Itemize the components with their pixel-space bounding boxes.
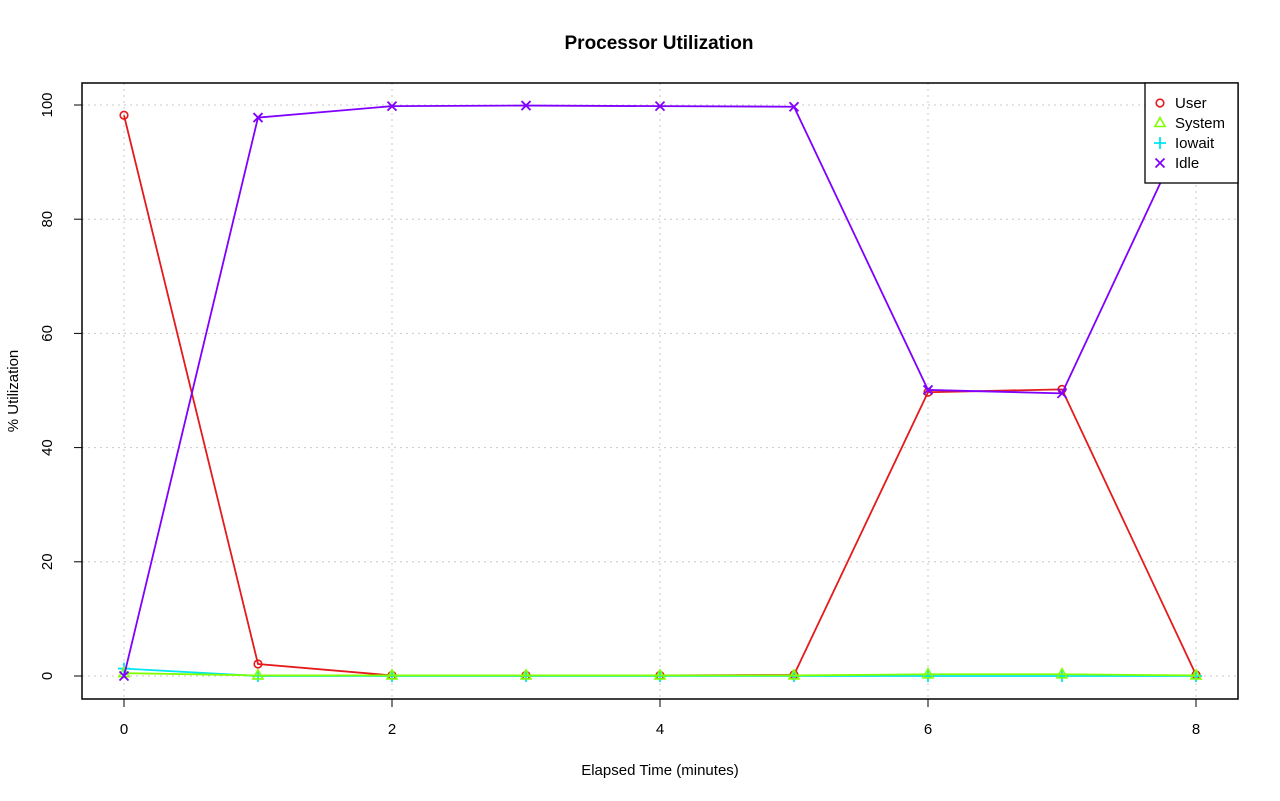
y-tick-label: 100: [39, 92, 56, 117]
system-point: [921, 667, 935, 679]
legend-triangle-icon: [1153, 115, 1167, 128]
legend-entry-iowait: Iowait: [1154, 135, 1215, 152]
series-layer: [117, 100, 1203, 682]
y-tick-label: 20: [39, 553, 56, 570]
idle-point: [520, 100, 532, 111]
idle-point: [1056, 388, 1068, 399]
y-tick-label: 40: [39, 439, 56, 456]
legend-label: System: [1175, 115, 1225, 132]
legend-circle-icon: [1155, 98, 1165, 108]
legend-label: User: [1175, 95, 1207, 112]
grid: [82, 83, 1238, 699]
legend-entry-system: System: [1153, 115, 1225, 132]
y-axis-label: % Utilization: [5, 350, 22, 433]
system-point: [519, 668, 533, 680]
x-axis: 0 2 4 6 8: [120, 698, 1200, 738]
user-point: [119, 110, 129, 120]
x-tick-label: 2: [388, 721, 396, 738]
idle-point: [788, 101, 800, 112]
system-point: [385, 668, 399, 680]
idle-point: [118, 670, 130, 682]
x-tick-label: 6: [924, 721, 932, 738]
x-tick-label: 4: [656, 721, 664, 738]
idle-point: [654, 101, 666, 112]
legend-plus-icon: [1154, 137, 1166, 149]
idle-point: [252, 112, 264, 123]
idle-point: [386, 101, 398, 112]
x-axis-label: Elapsed Time (minutes): [581, 762, 739, 779]
y-tick-label: 60: [39, 325, 56, 342]
legend-entry-user: User: [1155, 95, 1207, 112]
y-axis: 0 20 40 60 80 100: [39, 92, 83, 680]
system-point: [653, 668, 667, 680]
x-tick-label: 0: [120, 721, 128, 738]
legend-entry-idle: Idle: [1154, 155, 1199, 172]
legend-label: Idle: [1175, 155, 1199, 172]
legend-cross-icon: [1154, 157, 1166, 169]
chart-title: Processor Utilization: [565, 33, 754, 54]
system-point: [251, 668, 265, 680]
system-point: [787, 668, 801, 680]
user-point: [253, 659, 263, 669]
y-tick-label: 80: [39, 211, 56, 228]
system-point: [1189, 668, 1203, 680]
x-tick-label: 8: [1192, 721, 1200, 738]
idle-point: [922, 384, 934, 396]
system-point: [1055, 667, 1069, 679]
legend: User System Iowait Idle: [1144, 82, 1239, 184]
legend-label: Iowait: [1175, 135, 1215, 152]
y-tick-label: 0: [39, 672, 56, 680]
system-line: [123, 672, 1197, 677]
